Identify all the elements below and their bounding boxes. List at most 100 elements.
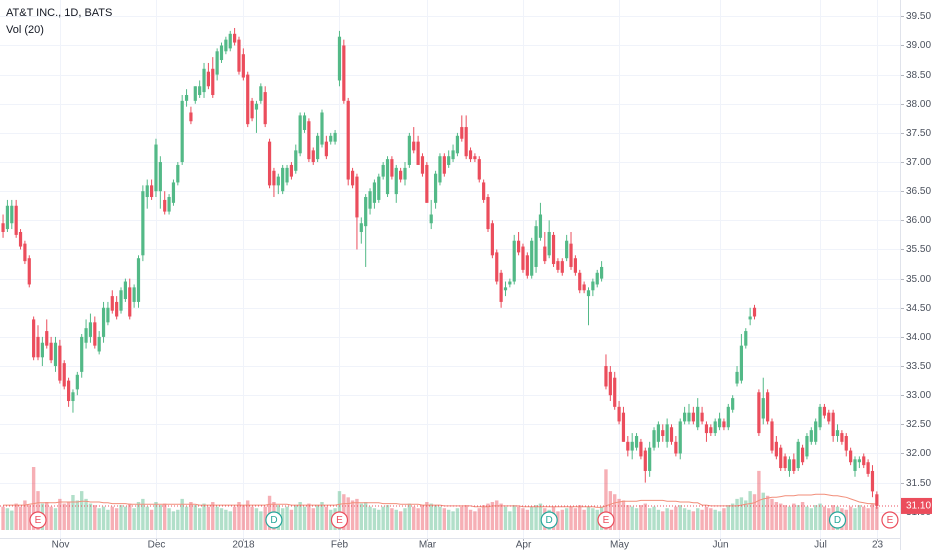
candle-body — [757, 392, 761, 434]
candle-body — [62, 363, 66, 387]
candle-body — [551, 234, 556, 265]
volume-bar — [844, 509, 848, 530]
candle-body — [669, 427, 674, 442]
candle-body — [665, 424, 669, 442]
candle-body — [617, 406, 621, 422]
y-tick-label: 38.00 — [906, 99, 931, 110]
volume-bar — [744, 500, 748, 530]
volume-bar — [481, 505, 486, 530]
event-marker[interactable] — [265, 511, 283, 529]
candle-body — [10, 205, 14, 224]
candle-body — [377, 176, 381, 200]
candle-body — [136, 258, 141, 302]
candle-body — [241, 54, 245, 78]
candle-body — [586, 290, 591, 297]
candle-body — [731, 398, 735, 410]
event-marker[interactable] — [597, 511, 615, 529]
candle-body — [119, 290, 123, 311]
volume-bar — [377, 509, 381, 530]
candle-body — [294, 150, 298, 171]
volume-bar — [128, 503, 132, 530]
volume-bar — [425, 502, 429, 530]
event-label[interactable]: E — [336, 515, 343, 526]
y-tick-label: 35.50 — [906, 244, 931, 255]
x-tick-label: Nov — [52, 540, 70, 550]
volume-bar — [722, 508, 726, 530]
candle-body — [45, 331, 49, 346]
volume-bar — [36, 491, 40, 530]
candle-body — [835, 430, 840, 436]
volume-bar — [691, 511, 696, 530]
volume-bar — [58, 498, 62, 530]
volume-bar — [499, 503, 503, 530]
candle-body — [543, 246, 547, 262]
chart-title: AT&T INC., 1D, BATS — [6, 7, 112, 19]
volume-bar — [678, 505, 682, 530]
candle-body — [84, 328, 88, 343]
event-label[interactable]: E — [603, 515, 610, 526]
candle-body — [433, 173, 438, 203]
volume-bar — [412, 506, 416, 530]
volume-bar — [189, 502, 193, 530]
candle-body — [254, 103, 259, 110]
candle-body — [866, 462, 870, 474]
candle-body — [460, 127, 464, 139]
volume-bar — [280, 508, 285, 530]
candle-body — [106, 307, 110, 323]
candle-body — [595, 272, 599, 285]
volume-bar — [521, 508, 525, 530]
event-label[interactable]: E — [887, 515, 894, 526]
volume-bar — [66, 502, 71, 530]
volume-bar — [665, 508, 669, 530]
y-tick-label: 38.50 — [906, 70, 931, 81]
volume-bar — [106, 509, 110, 530]
volume-bar — [315, 505, 320, 530]
event-label[interactable]: D — [834, 515, 841, 526]
candle-body — [128, 287, 132, 317]
candle-body — [302, 115, 307, 130]
volume-bar — [809, 508, 814, 530]
candle-body — [630, 441, 634, 451]
event-marker[interactable] — [29, 511, 47, 529]
y-tick-label: 36.50 — [906, 186, 931, 197]
candle-body — [237, 39, 241, 72]
candle-body — [717, 418, 722, 428]
candle-body — [582, 284, 586, 291]
event-marker[interactable] — [540, 511, 558, 529]
volume-bar — [289, 509, 294, 530]
volume-bar — [573, 508, 578, 530]
event-marker[interactable] — [881, 511, 899, 529]
candle-body — [875, 494, 879, 506]
event-marker[interactable] — [330, 511, 349, 529]
candle-body — [499, 272, 503, 302]
x-tick-label: Jun — [712, 540, 728, 550]
candle-body — [857, 459, 861, 463]
candle-body — [844, 435, 848, 451]
candle-body — [75, 374, 79, 390]
candle-body — [407, 135, 411, 165]
candle-body — [412, 141, 416, 151]
event-label[interactable]: D — [270, 515, 277, 526]
volume-bar — [534, 505, 538, 530]
candle-body — [385, 159, 390, 195]
grid — [0, 0, 904, 541]
volume-bar — [211, 502, 215, 530]
volume-bar — [311, 508, 315, 530]
volume-bar — [193, 505, 197, 530]
y-tick-label: 31.50 — [906, 478, 931, 489]
candle-body — [53, 342, 58, 367]
event-marker[interactable] — [828, 511, 847, 529]
candle-body — [403, 167, 407, 180]
candle-body — [233, 33, 237, 43]
event-label[interactable]: D — [546, 515, 553, 526]
candle-body — [656, 424, 660, 442]
volume-bar — [473, 511, 477, 530]
candle-body — [862, 456, 866, 466]
y-tick-label: 33.50 — [906, 361, 931, 372]
candle-body — [608, 371, 612, 396]
volume-bar — [556, 511, 560, 530]
last-price-label: 31.10 — [906, 501, 931, 512]
event-label[interactable]: E — [35, 515, 42, 526]
candle-body — [250, 100, 254, 119]
volume-bar — [805, 506, 809, 530]
